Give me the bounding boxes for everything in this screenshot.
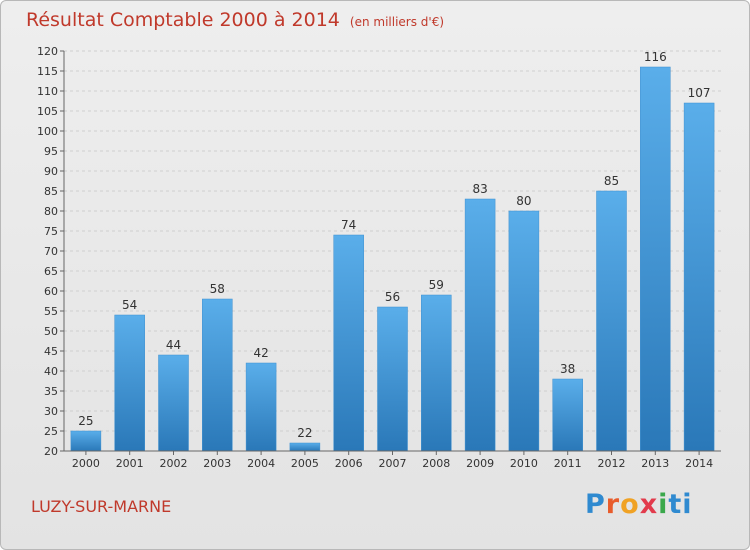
bar-2003	[202, 298, 233, 452]
y-tick-label: 70	[44, 245, 58, 258]
value-label-2012: 85	[604, 174, 619, 188]
chart-title: Résultat Comptable 2000 à 2014 (en millie…	[26, 9, 444, 31]
y-tick-label: 35	[44, 385, 58, 398]
bar-2006	[333, 234, 364, 452]
value-label-2006: 74	[341, 218, 356, 232]
y-tick-label: 75	[44, 225, 58, 238]
y-tick-label: 20	[44, 445, 58, 458]
x-tick-label-2009: 2009	[466, 457, 494, 470]
y-tick-label: 40	[44, 365, 58, 378]
bar-2005	[289, 442, 321, 452]
value-label-2007: 56	[385, 290, 400, 304]
x-tick-label-2004: 2004	[247, 457, 275, 470]
value-label-2010: 80	[516, 194, 531, 208]
y-tick-label: 85	[44, 185, 58, 198]
x-tick-label-2014: 2014	[685, 457, 713, 470]
y-tick-label: 80	[44, 205, 58, 218]
value-label-2001: 54	[122, 298, 137, 312]
value-label-2005: 22	[297, 426, 312, 440]
x-tick-label-2006: 2006	[335, 457, 363, 470]
chart-title-main: Résultat Comptable 2000 à 2014	[26, 9, 340, 31]
y-tick-label: 45	[44, 345, 58, 358]
value-label-2003: 58	[210, 282, 225, 296]
y-tick-label: 30	[44, 405, 58, 418]
y-tick-label: 100	[37, 125, 58, 138]
commune-name: LUZY-SUR-MARNE	[31, 497, 172, 516]
y-tick-label: 50	[44, 325, 58, 338]
bar-2012	[596, 190, 627, 452]
proxiti-logo: Proxiti	[585, 489, 693, 520]
y-tick-label: 55	[44, 305, 58, 318]
y-tick-label: 60	[44, 285, 58, 298]
x-tick-label-2013: 2013	[641, 457, 669, 470]
bar-2000	[70, 430, 102, 452]
logo-letter-i: i	[658, 489, 669, 520]
y-tick-label: 115	[37, 65, 58, 78]
x-tick-label-2008: 2008	[422, 457, 450, 470]
x-tick-label-2012: 2012	[598, 457, 626, 470]
y-tick-label: 95	[44, 145, 58, 158]
x-tick-label-2010: 2010	[510, 457, 538, 470]
value-label-2008: 59	[429, 278, 444, 292]
y-tick-label: 105	[37, 105, 58, 118]
bar-2010	[508, 210, 540, 452]
x-tick-label-2002: 2002	[160, 457, 188, 470]
bar-2009	[464, 198, 496, 452]
bar-2011	[552, 378, 583, 452]
x-tick-label-2001: 2001	[116, 457, 144, 470]
bar-2002	[158, 354, 189, 452]
logo-letter-r: r	[605, 489, 621, 520]
value-label-2009: 83	[472, 182, 487, 196]
y-tick-label: 90	[44, 165, 58, 178]
bar-2014	[683, 102, 715, 452]
x-tick-label-2007: 2007	[379, 457, 407, 470]
logo-letter-o: o	[620, 489, 640, 520]
bar-2013	[640, 66, 671, 452]
value-label-2014: 107	[688, 86, 711, 100]
value-label-2013: 116	[644, 50, 667, 64]
bar-2008	[421, 294, 452, 452]
value-label-2011: 38	[560, 362, 575, 376]
chart-subtitle: (en milliers d'€)	[349, 15, 445, 29]
bar-2007	[377, 306, 408, 452]
y-tick-label: 25	[44, 425, 58, 438]
logo-letter-x: x	[639, 489, 659, 520]
y-tick-label: 110	[37, 85, 58, 98]
y-tick-label: 120	[37, 45, 58, 58]
x-tick-label-2005: 2005	[291, 457, 319, 470]
x-tick-label-2011: 2011	[554, 457, 582, 470]
x-tick-label-2003: 2003	[203, 457, 231, 470]
y-tick-label: 65	[44, 265, 58, 278]
value-label-2004: 42	[253, 346, 268, 360]
logo-letters-ti: ti	[668, 489, 693, 520]
value-label-2000: 25	[78, 414, 93, 428]
bar-2001	[114, 314, 145, 452]
value-label-2002: 44	[166, 338, 181, 352]
bar-2004	[245, 362, 277, 452]
x-tick-label-2000: 2000	[72, 457, 100, 470]
logo-letter-p: P	[585, 489, 606, 520]
